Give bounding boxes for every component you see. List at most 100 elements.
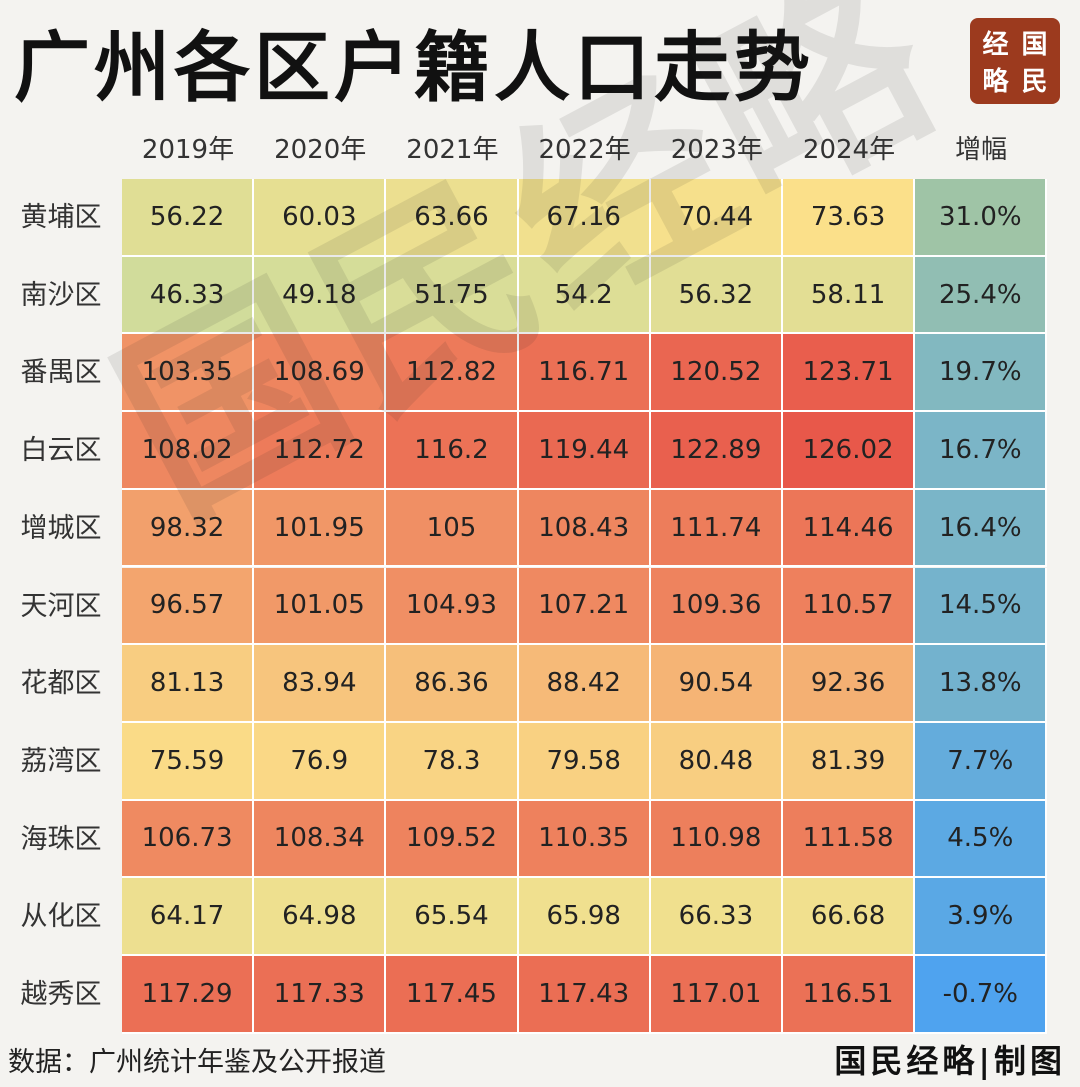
value-cell: 101.05 [254,567,387,646]
row-label: 南沙区 [20,279,102,311]
value-cell: 119.44 [518,412,651,490]
value-cell: 116.2 [386,412,519,490]
growth-cell: 16.7% [915,412,1048,490]
value-cell: 64.98 [254,878,387,956]
growth-cell: 13.8% [915,645,1048,723]
value-cell: 112.72 [254,412,387,490]
value-cell: 73.63 [783,179,916,257]
value-cell: 51.75 [386,256,519,335]
value-cell: 90.54 [650,645,783,723]
value-cell: 122.89 [650,412,783,490]
row-label: 花都区 [20,668,102,700]
value-cell: 117.45 [386,956,519,1034]
column-header: 2019年 [141,135,235,165]
value-cell: 111.58 [783,800,916,879]
value-cell: 109.36 [650,567,783,646]
data-source: 数据：广州统计年鉴及公开报道 [8,1047,386,1078]
value-cell: 64.17 [122,878,255,956]
value-cell: 105 [386,489,519,568]
growth-cell: 7.7% [915,722,1048,801]
value-cell: 78.3 [386,722,519,801]
column-header: 2020年 [274,135,367,165]
value-cell: 120.52 [650,334,783,413]
value-cell: 112.82 [386,334,519,413]
value-cell: 56.22 [122,179,255,257]
value-cell: 117.29 [122,956,255,1034]
value-cell: 109.52 [386,800,519,879]
value-cell: 108.02 [122,412,255,490]
value-cell: 66.68 [783,878,916,956]
growth-cell: 4.5% [915,800,1048,879]
row-label: 从化区 [20,901,102,933]
row-label: 黄埔区 [20,202,102,233]
value-cell: 92.36 [783,645,916,723]
column-header: 2024年 [802,135,896,165]
value-cell: 116.71 [518,334,651,413]
row-label: 天河区 [20,590,102,622]
value-cell: 81.39 [783,722,916,801]
value-cell: 49.18 [254,256,387,335]
value-cell: 116.51 [783,956,916,1034]
value-cell: 58.11 [783,256,916,335]
value-cell: 111.74 [650,489,783,568]
value-cell: 86.36 [386,645,519,723]
value-cell: 106.73 [122,800,255,879]
logo-char: 国 [1021,30,1048,60]
value-cell: 110.35 [518,800,651,879]
growth-cell: 14.5% [915,567,1048,646]
value-cell: 96.57 [122,567,255,646]
column-header: 2021年 [406,135,499,165]
value-cell: 107.21 [518,567,651,646]
value-cell: 110.57 [783,567,916,646]
growth-cell: -0.7% [915,956,1048,1034]
value-cell: 108.34 [254,800,387,879]
value-cell: 103.35 [122,334,255,413]
brand-logo: 经 国 略 民 [970,18,1060,104]
value-cell: 126.02 [783,412,916,490]
growth-cell: 16.4% [915,489,1048,568]
value-cell: 117.43 [518,956,651,1034]
value-cell: 117.33 [254,956,387,1034]
row-label: 番禺区 [20,357,102,389]
value-cell: 76.9 [254,722,387,801]
growth-cell: 31.0% [915,179,1048,257]
value-cell: 54.2 [518,256,651,335]
value-cell: 79.58 [518,722,651,801]
value-cell: 98.32 [122,489,255,568]
chart-credit: 国民经略|制图 [834,1042,1066,1080]
value-cell: 70.44 [650,179,783,257]
value-cell: 110.98 [650,800,783,879]
value-cell: 80.48 [650,722,783,801]
value-cell: 108.43 [518,489,651,568]
value-cell: 63.66 [386,179,519,257]
value-cell: 104.93 [386,567,519,646]
value-cell: 101.95 [254,489,387,568]
value-cell: 117.01 [650,956,783,1034]
row-label: 海珠区 [20,823,102,855]
value-cell: 66.33 [650,878,783,956]
value-cell: 67.16 [518,179,651,257]
row-label: 越秀区 [20,979,102,1010]
value-cell: 123.71 [783,334,916,413]
value-cell: 75.59 [122,722,255,801]
row-label: 荔湾区 [20,745,102,777]
column-header: 2022年 [538,135,631,165]
page-title: 广州各区户籍人口走势 [14,23,814,112]
value-cell: 65.98 [518,878,651,956]
value-cell: 81.13 [122,645,255,723]
row-label: 增城区 [20,512,102,544]
growth-cell: 19.7% [915,334,1048,413]
value-cell: 83.94 [254,645,387,723]
logo-char: 经 [982,30,1009,60]
value-cell: 114.46 [783,489,916,568]
value-cell: 56.32 [650,256,783,335]
value-cell: 88.42 [518,645,651,723]
value-cell: 108.69 [254,334,387,413]
column-header: 2023年 [670,135,763,165]
row-label: 白云区 [20,435,102,467]
value-cell: 65.54 [386,878,519,956]
logo-char: 民 [1021,67,1048,97]
growth-cell: 3.9% [915,878,1048,956]
column-header: 增幅 [955,135,1008,165]
value-cell: 46.33 [122,256,255,335]
